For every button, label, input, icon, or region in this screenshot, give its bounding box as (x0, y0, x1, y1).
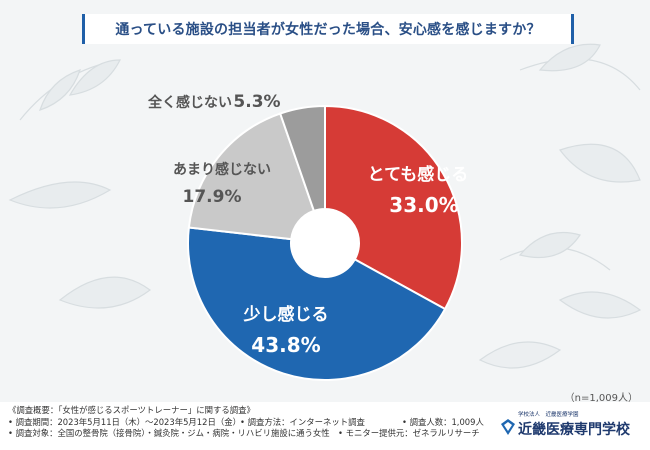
school-logo: 学校法人 近畿医療学園 近畿医療専門学校 (500, 410, 645, 444)
sample-size-note: （n=1,009人） (564, 393, 638, 404)
survey-target: • 調査対象：全国の整骨院（接骨院）・鍼灸院・ジム・病院・リハビリ施設に通う女性 (8, 428, 330, 438)
slice-mattaku-label: 全く感じない (147, 94, 232, 111)
slice-sukoshi-label: 少し感じる (243, 304, 329, 325)
survey-title: 《調査概要：「女性が感じるスポーツトレーナー」に関する調査》 (8, 405, 255, 415)
school-name: 近畿医療専門学校 (518, 422, 630, 438)
survey-period: • 調査期間：2023年5月11日（木）～2023年5月12日（金） (8, 416, 241, 427)
slice-mattaku-value: 5.3% (233, 92, 280, 112)
footer (0, 402, 650, 450)
slice-totemo-label: とても感じる (368, 164, 469, 185)
slice-amari-value: 17.9% (183, 187, 242, 207)
survey-count: • 調査人数：1,009人 (402, 416, 484, 427)
school-emblem-icon (501, 419, 515, 435)
school-subtitle: 学校法人 近畿医療学園 (518, 412, 579, 418)
survey-overview: 《調査概要：「女性が感じるスポーツトレーナー」に関する調査》 • 調査期間：20… (8, 405, 498, 440)
slice-sukoshi-value: 43.8% (251, 333, 320, 357)
slice-amari-label: あまり感じない (173, 161, 271, 178)
slice-amari (187, 112, 316, 241)
slice-totemo-value: 33.0% (389, 193, 458, 217)
chart-title: 通っている施設の担当者が女性だった場合、安心感を感じますか？ (82, 14, 574, 44)
survey-provider: • モニター提供元：ゼネラルリサーチ (338, 428, 480, 438)
donut-hole (291, 209, 359, 277)
survey-method: • 調査方法：インターネット調査 (240, 416, 365, 427)
